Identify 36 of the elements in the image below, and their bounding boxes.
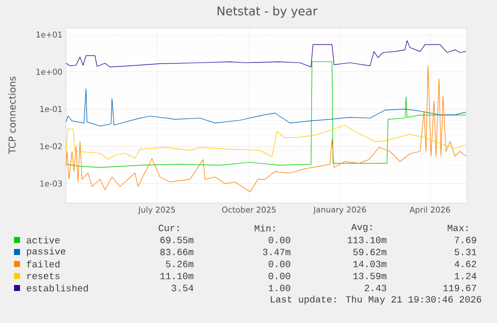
text: 14.03m (353, 260, 386, 268)
text: 59.62m (353, 248, 386, 256)
text: 5.31 (454, 248, 476, 256)
line-series (66, 40, 466, 68)
text: 0.00 (268, 236, 290, 244)
text: Max: (448, 224, 468, 232)
text: 0.00 (268, 272, 290, 280)
text: 7.69 (454, 236, 476, 244)
text: 3.54 (172, 284, 194, 292)
text: Last update: Thu May 21 19:30:46 2026 (270, 296, 482, 304)
text: 3.47m (263, 248, 290, 256)
line-series (66, 88, 466, 126)
text: 13.59m (353, 272, 386, 280)
text: 4.62 (454, 260, 476, 268)
text: Cur: (158, 224, 179, 232)
text: 11.10m (160, 272, 194, 280)
legend-label: active (26, 236, 60, 244)
text: 83.66m (160, 248, 194, 256)
line-series (66, 124, 466, 160)
chart-title: Netstat - by year (218, 6, 318, 18)
text: Avg: (351, 224, 372, 232)
text: 0.00 (268, 260, 290, 268)
text: 119.67 (443, 284, 476, 292)
legend-label: resets (27, 272, 60, 280)
y-axis-title: TCP connections (8, 76, 16, 154)
text: 69.55m (160, 236, 194, 244)
legend-label: failed (26, 260, 60, 268)
text: 2.43 (364, 284, 386, 292)
text: 1.24 (454, 272, 476, 280)
line-series (66, 65, 466, 192)
text: 113.10m (348, 236, 386, 244)
text: 1.00 (268, 284, 290, 292)
text: Min: (254, 224, 275, 232)
legend-label: passive (27, 248, 66, 256)
text: 5.26m (166, 260, 194, 268)
legend-label: established (26, 284, 88, 292)
